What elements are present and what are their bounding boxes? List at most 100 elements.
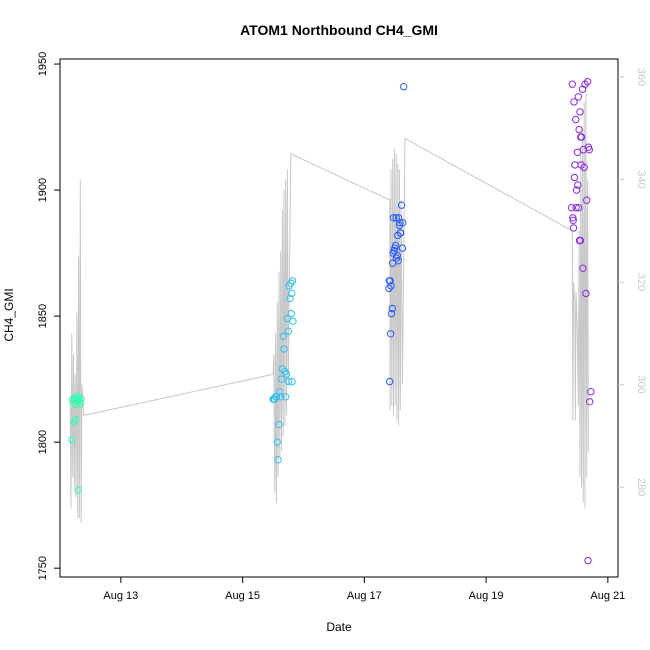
data-point <box>397 201 406 209</box>
data-point <box>581 80 589 88</box>
data-point <box>388 304 396 313</box>
data-point <box>286 294 294 303</box>
data-point <box>396 229 404 237</box>
y2-tick-label: 300 <box>635 376 647 394</box>
data-point <box>277 393 285 401</box>
y-tick-label: 1950 <box>37 52 49 76</box>
data-point <box>386 277 394 285</box>
data-point <box>572 204 580 212</box>
data-point <box>569 216 577 225</box>
y-tick-label: 1750 <box>37 556 49 580</box>
data-point <box>285 377 293 386</box>
x-tick-label: Aug 19 <box>469 590 504 602</box>
data-point <box>576 108 584 116</box>
x-tick-label: Aug 21 <box>590 590 625 602</box>
y-tick-label: 1800 <box>37 430 49 454</box>
data-point <box>279 332 287 340</box>
data-point <box>573 148 582 157</box>
data-point <box>73 395 82 403</box>
data-point <box>273 438 281 446</box>
data-point <box>274 456 282 464</box>
data-point <box>585 146 593 154</box>
data-point <box>574 181 582 189</box>
data-point <box>579 264 587 272</box>
data-point <box>280 345 288 353</box>
data-point <box>569 214 577 222</box>
data-point <box>586 398 594 406</box>
data-point <box>393 251 401 260</box>
x-axis-label: Date <box>326 620 352 634</box>
x-axis: Aug 13 Aug 15 Aug 17 Aug 19 Aug 21 <box>103 577 625 602</box>
data-point <box>71 415 80 424</box>
data-point <box>572 115 580 124</box>
data-point <box>567 204 576 212</box>
data-point <box>276 388 284 396</box>
secondary-line-layer <box>69 76 589 524</box>
data-point <box>587 388 595 396</box>
data-point <box>394 214 403 222</box>
data-point <box>278 365 287 373</box>
axes-layer <box>59 58 619 578</box>
data-point <box>386 377 394 386</box>
data-point <box>577 133 586 141</box>
data-point <box>584 556 592 565</box>
data-point <box>385 284 393 293</box>
data-point <box>391 241 400 250</box>
data-point <box>568 80 576 88</box>
y-tick-label: 1850 <box>37 304 49 328</box>
data-point <box>574 93 582 101</box>
data-point <box>571 161 579 169</box>
data-point <box>282 370 291 378</box>
data-point <box>569 224 578 232</box>
data-point <box>288 289 296 298</box>
data-point <box>575 125 583 134</box>
data-point <box>288 377 296 386</box>
data-point <box>386 330 395 338</box>
data-point <box>275 420 283 429</box>
y2-tick-label: 320 <box>635 273 647 291</box>
data-point <box>572 186 581 194</box>
data-point <box>576 236 585 245</box>
data-point <box>288 277 297 285</box>
data-point <box>580 163 588 172</box>
data-point <box>387 309 396 318</box>
y-axis-label: CH4_GMI <box>2 288 16 341</box>
y-axis-left: 1750 1800 1850 1900 1950 <box>37 52 60 580</box>
y-axis-right: 280 300 320 340 360 <box>618 68 647 496</box>
data-point <box>400 83 408 91</box>
data-point <box>74 486 82 494</box>
x-tick-label: Aug 15 <box>225 590 260 602</box>
data-point <box>387 282 395 290</box>
data-point <box>284 327 292 335</box>
x-tick-label: Aug 17 <box>347 590 382 602</box>
data-point <box>575 204 583 212</box>
data-point <box>583 196 591 204</box>
data-point <box>287 309 295 318</box>
data-point <box>394 257 402 265</box>
data-point <box>282 393 290 401</box>
data-point <box>277 375 286 383</box>
points-layer <box>68 78 595 565</box>
y2-tick-label: 340 <box>635 170 647 188</box>
data-point <box>398 244 407 252</box>
data-point <box>392 214 400 222</box>
data-point <box>583 78 592 86</box>
data-point <box>289 317 297 325</box>
y2-tick-label: 280 <box>635 478 647 496</box>
secondary-series-line <box>69 76 589 524</box>
data-point <box>399 219 407 227</box>
x-tick-label: Aug 13 <box>103 590 138 602</box>
y-tick-label: 1900 <box>37 178 49 202</box>
data-point <box>389 214 398 222</box>
plot-frame <box>59 58 619 578</box>
data-point <box>272 393 281 401</box>
data-point <box>582 289 590 298</box>
data-point <box>68 435 76 444</box>
data-point <box>570 173 579 182</box>
data-point <box>396 219 404 227</box>
data-point <box>77 395 85 403</box>
chart-title: ATOM1 Northbound CH4_GMI <box>240 22 438 38</box>
y2-tick-label: 360 <box>635 68 647 86</box>
data-point <box>570 98 578 106</box>
